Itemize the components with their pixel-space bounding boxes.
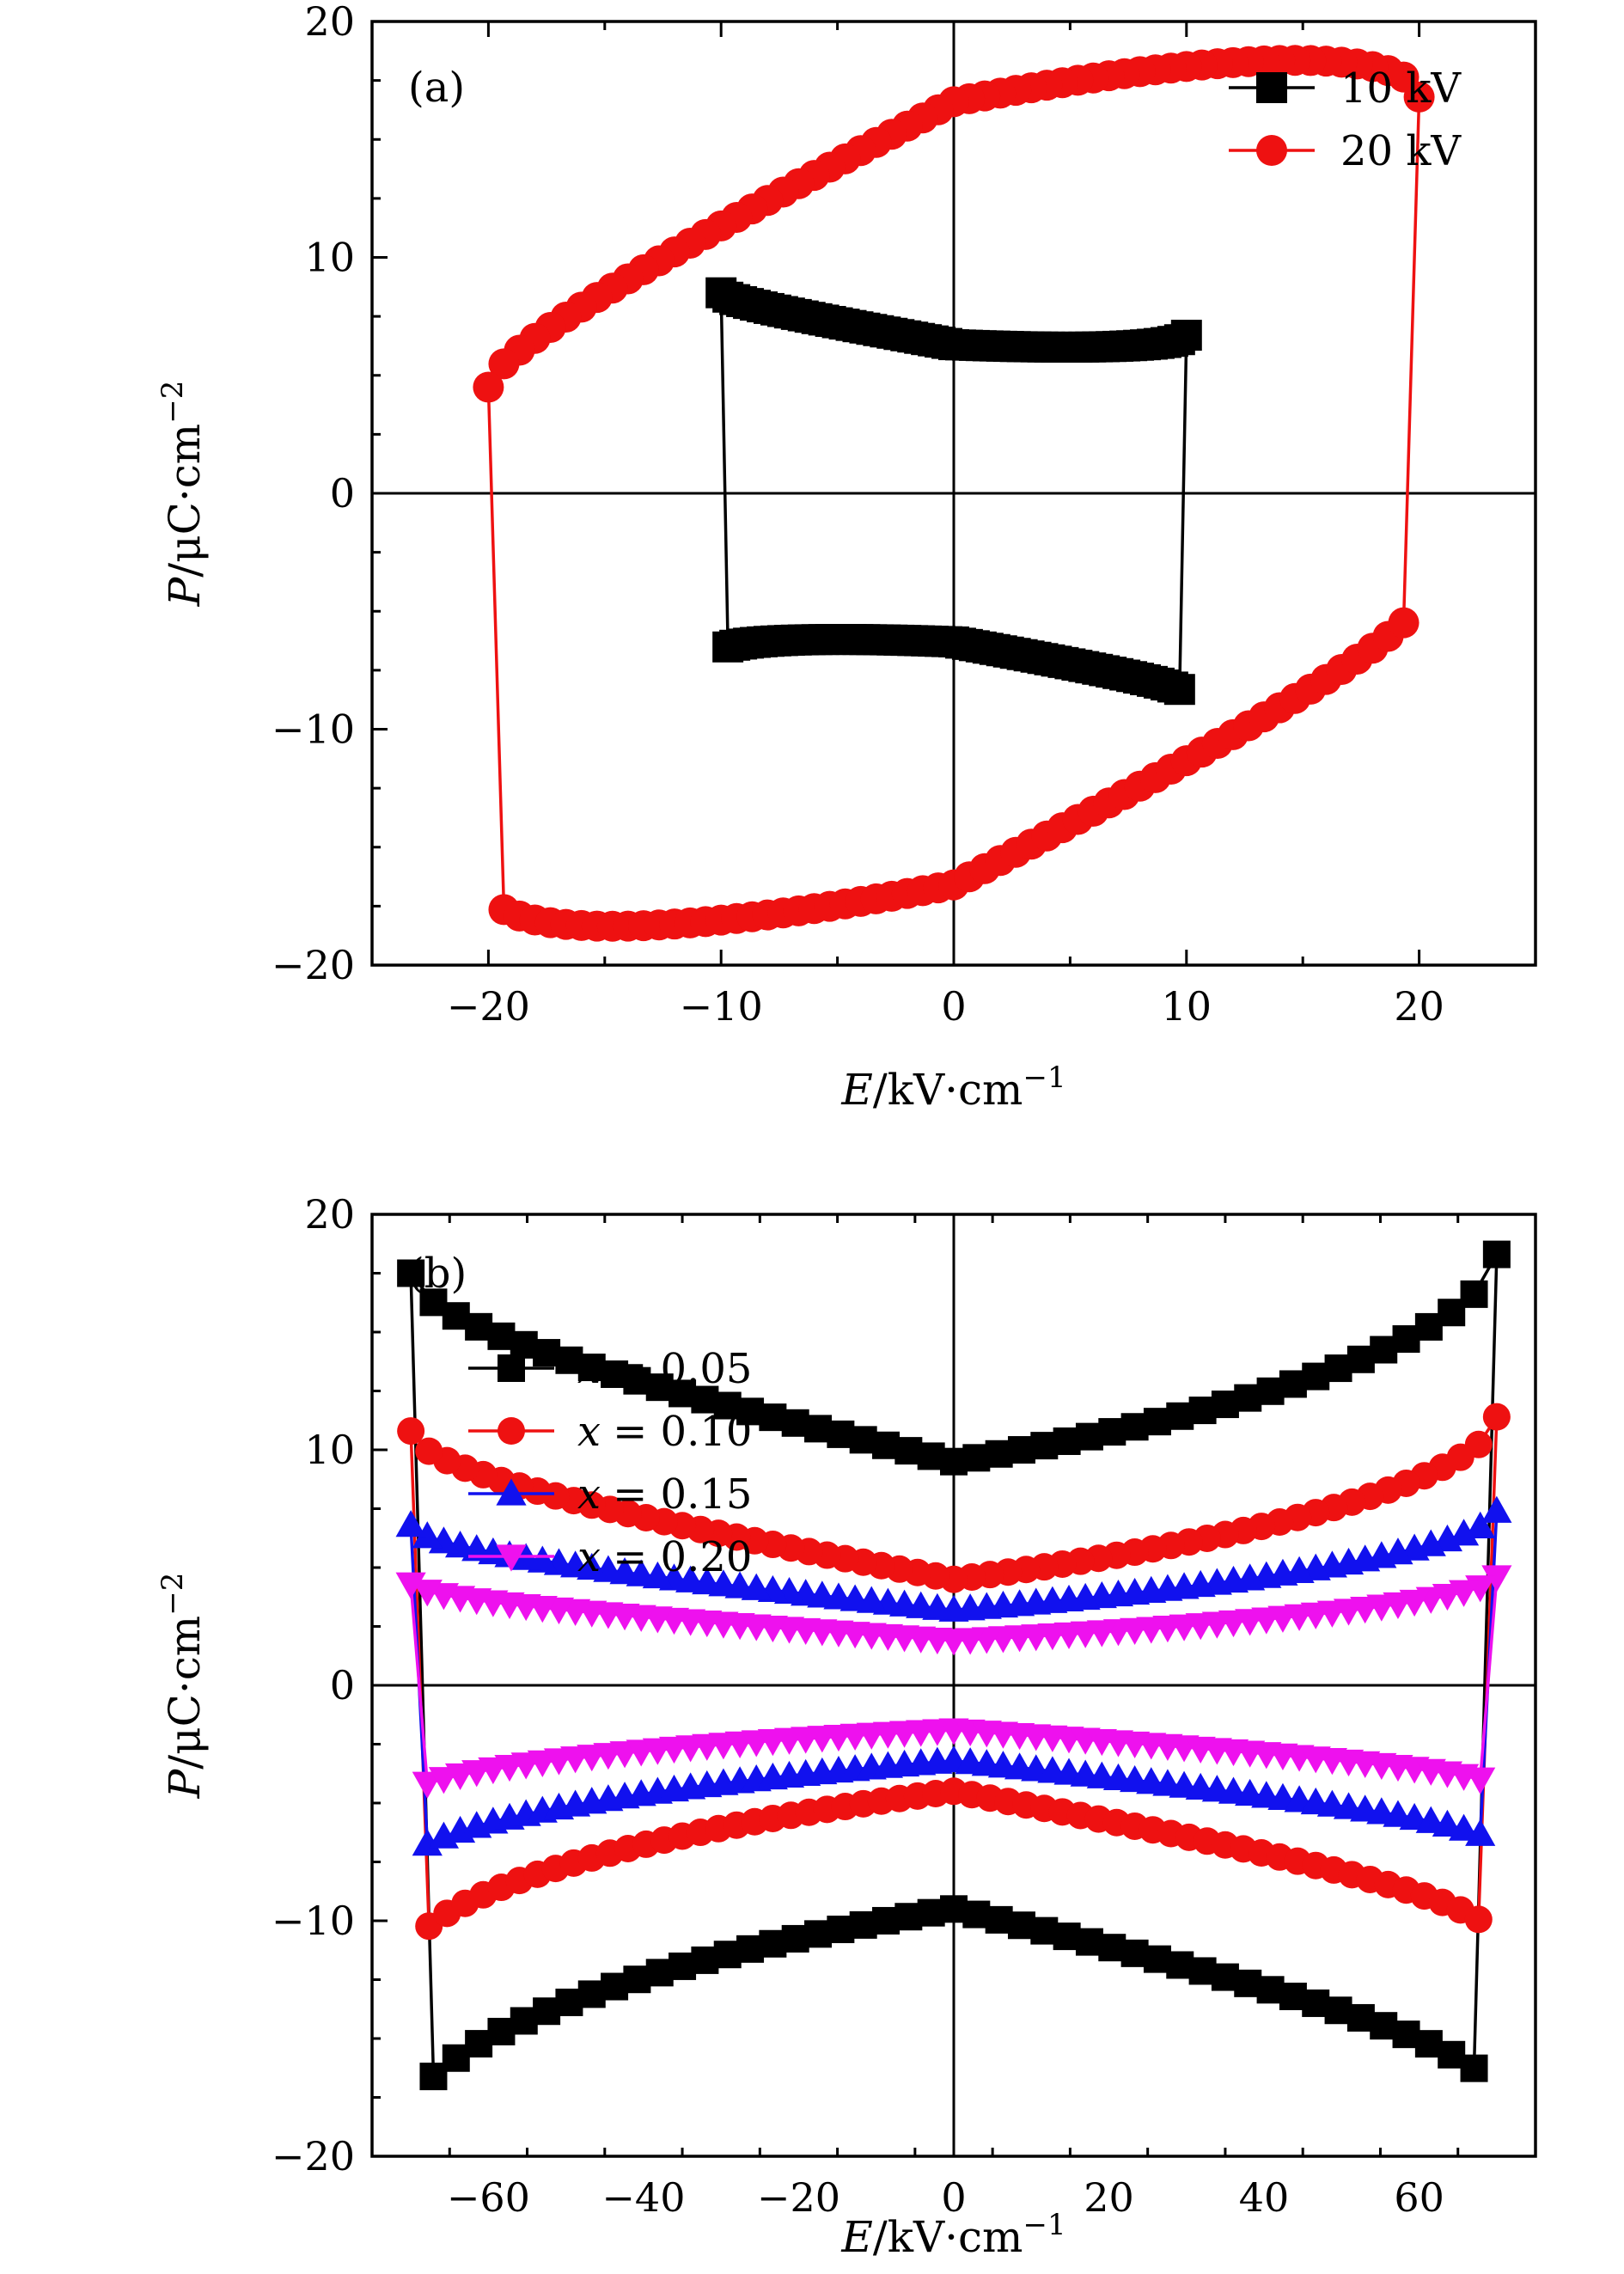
x-tick-label: 0 xyxy=(941,983,966,1030)
y-tick-label: −20 xyxy=(272,2133,355,2179)
x-tick-label: −20 xyxy=(447,983,530,1030)
y-tick-label: −10 xyxy=(272,1898,355,1944)
series-circle xyxy=(473,45,1435,942)
y-tick-label: 10 xyxy=(304,235,355,281)
series-layer xyxy=(473,45,1435,942)
data-point xyxy=(412,1521,443,1549)
data-point xyxy=(1256,135,1287,166)
series-triangle-down xyxy=(395,1565,1512,1799)
legend: x = 0.05 x = 0.10 x = 0.15 x = 0.20 xyxy=(468,1345,752,1581)
legend-item: x = 0.20 xyxy=(468,1533,752,1581)
data-point xyxy=(1465,1819,1496,1846)
data-point xyxy=(496,1544,527,1572)
data-point xyxy=(415,1437,443,1465)
y-tick-label: −20 xyxy=(272,942,355,988)
data-point xyxy=(1388,607,1419,639)
data-point xyxy=(412,1829,443,1856)
legend-item: 10 kV xyxy=(1229,64,1462,113)
x-axis-label: E/kV·cm−1 xyxy=(840,1061,1065,1115)
legend-label: 10 kV xyxy=(1340,64,1462,113)
data-point xyxy=(1256,72,1287,103)
legend-label: x = 0.20 xyxy=(577,1533,752,1581)
legend-label: x = 0.05 xyxy=(577,1345,752,1393)
y-tick-label: 0 xyxy=(330,1662,355,1709)
y-tick-label: 20 xyxy=(304,0,355,45)
y-tick-label: 10 xyxy=(304,1427,355,1473)
plot-frame xyxy=(370,1213,1537,2158)
y-axis-label: P/μC·cm−2 xyxy=(156,381,210,608)
data-point xyxy=(1464,1905,1493,1934)
legend-item: x = 0.05 xyxy=(468,1345,752,1393)
data-point xyxy=(1460,2054,1488,2082)
data-point xyxy=(488,348,520,380)
data-point xyxy=(1448,1813,1480,1841)
data-point xyxy=(1482,1403,1511,1431)
data-point xyxy=(1465,1767,1496,1794)
x-tick-label: −60 xyxy=(447,2174,530,2221)
data-point xyxy=(1482,1240,1511,1268)
data-point xyxy=(1481,1565,1512,1592)
x-tick-label: 20 xyxy=(1084,2174,1134,2221)
data-point xyxy=(705,277,737,309)
data-point xyxy=(1465,1511,1496,1538)
panel-a: −20 −10 0 10 20 −20 −10 0 10 20 (a) 10 kV 20 kV E/… xyxy=(156,0,1537,1115)
data-point xyxy=(496,1478,527,1506)
data-point xyxy=(397,1417,425,1446)
data-point xyxy=(395,1572,426,1599)
panel-label: (b) xyxy=(408,1250,467,1298)
legend-label: x = 0.15 xyxy=(577,1470,752,1519)
data-point xyxy=(498,1417,525,1445)
legend-label: 20 kV xyxy=(1340,127,1462,175)
y-axis-label: P/μC·cm−2 xyxy=(156,1573,210,1800)
legend-item: x = 0.15 xyxy=(468,1470,752,1519)
y-tick-label: 0 xyxy=(330,470,355,517)
x-tick-label: −10 xyxy=(680,983,763,1030)
data-point xyxy=(1448,1519,1480,1546)
legend: 10 kV 20 kV xyxy=(1229,64,1462,175)
x-tick-label: 40 xyxy=(1239,2174,1290,2221)
legend-label: x = 0.10 xyxy=(577,1408,752,1456)
plot-frame xyxy=(370,20,1537,967)
series-layer xyxy=(395,1240,1512,2091)
legend-item: x = 0.10 xyxy=(468,1408,752,1456)
y-tick-label: −10 xyxy=(272,706,355,753)
data-point xyxy=(473,371,504,403)
x-tick-label: −20 xyxy=(757,2174,840,2221)
x-axis-label: E/kV·cm−1 xyxy=(840,2208,1065,2262)
data-point xyxy=(1163,674,1195,706)
data-point xyxy=(397,1259,425,1287)
series-circle xyxy=(397,1403,1511,1941)
data-point xyxy=(498,1354,525,1382)
y-tick-label: 20 xyxy=(304,1191,355,1238)
panel-label: (a) xyxy=(408,64,465,112)
x-tick-label: 10 xyxy=(1162,983,1212,1030)
data-point xyxy=(1432,1524,1463,1552)
x-tick-label: 0 xyxy=(941,2174,966,2221)
data-point xyxy=(395,1510,426,1537)
data-point xyxy=(412,1580,443,1607)
series-square xyxy=(397,1240,1511,2091)
series-triangle-up xyxy=(395,1495,1512,1856)
x-tick-label: 20 xyxy=(1394,983,1444,1030)
data-point xyxy=(412,1771,443,1799)
data-point xyxy=(1481,1495,1512,1523)
x-tick-label: −40 xyxy=(601,2174,685,2221)
legend-item: 20 kV xyxy=(1229,127,1462,175)
data-point xyxy=(419,1288,448,1317)
series-square xyxy=(705,277,1202,706)
x-tick-label: 60 xyxy=(1394,2174,1444,2221)
ticks: −60 −40 −20 0 20 40 60 −20 −10 0 10 20 xyxy=(272,1191,1537,2221)
